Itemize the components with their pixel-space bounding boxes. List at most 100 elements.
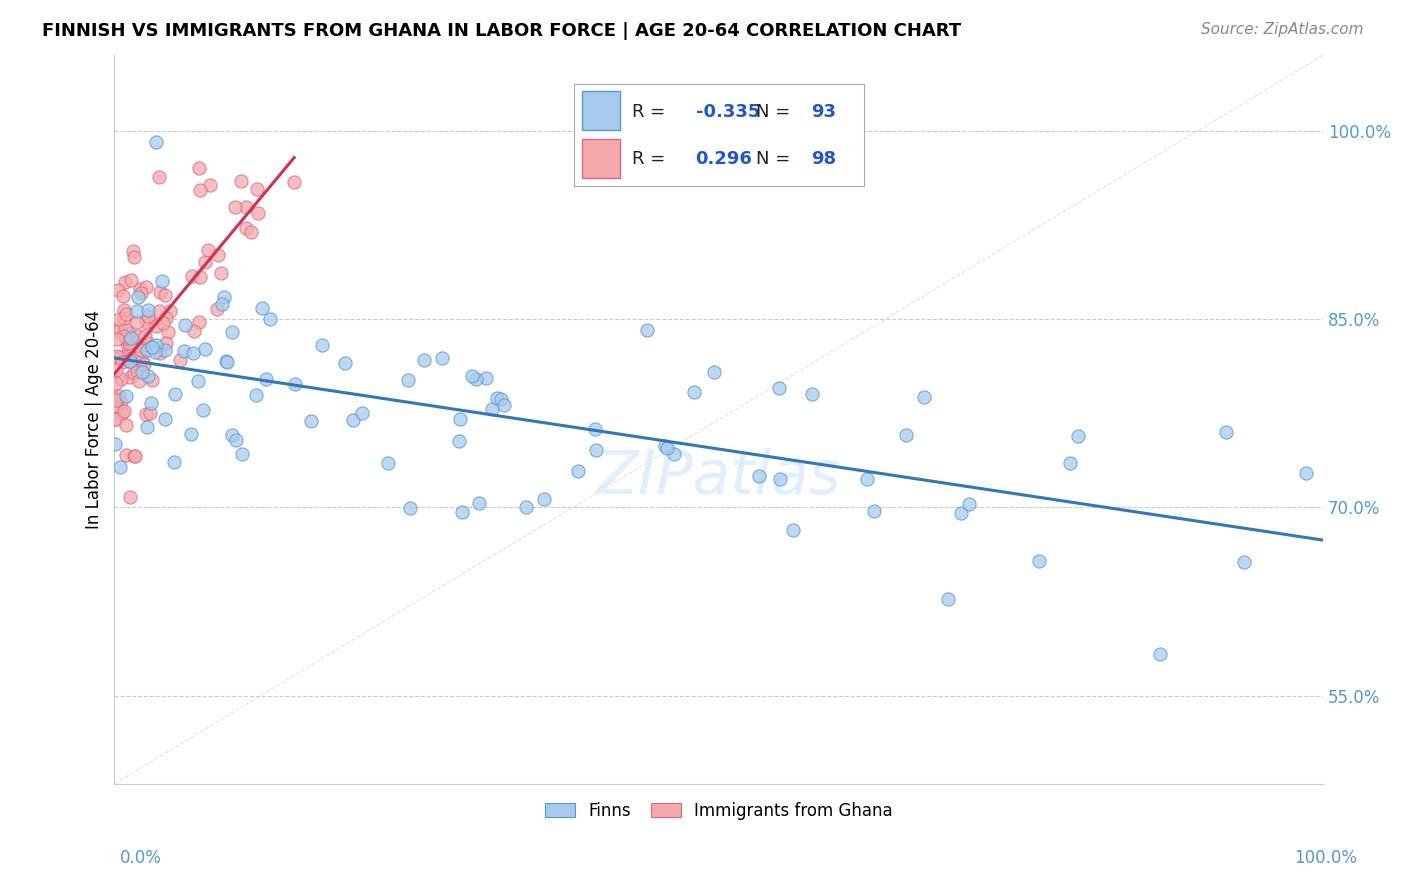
Point	[112, 404, 135, 418]
Point	[1028, 554, 1050, 568]
Point	[585, 442, 607, 457]
Point	[112, 303, 135, 318]
Point	[198, 178, 221, 192]
Point	[209, 266, 232, 280]
Text: ZIPatlas: ZIPatlas	[596, 448, 841, 508]
Point	[449, 412, 471, 426]
Point	[114, 449, 136, 463]
Point	[111, 406, 134, 420]
Point	[188, 315, 211, 329]
Text: 100.0%: 100.0%	[1294, 849, 1357, 867]
Point	[1066, 429, 1088, 443]
Point	[149, 345, 172, 359]
Point	[105, 362, 128, 376]
Point	[129, 282, 152, 296]
Point	[467, 496, 489, 510]
Point	[396, 373, 419, 387]
Point	[108, 351, 131, 365]
Point	[191, 403, 214, 417]
Point	[212, 290, 235, 304]
Point	[188, 161, 211, 175]
Point	[683, 384, 706, 399]
Legend: Finns, Immigrants from Ghana: Finns, Immigrants from Ghana	[538, 795, 900, 826]
Point	[136, 303, 159, 318]
Point	[936, 592, 959, 607]
Point	[122, 341, 145, 355]
Point	[246, 206, 269, 220]
Point	[748, 469, 770, 483]
Point	[112, 311, 135, 326]
Point	[235, 220, 257, 235]
Point	[131, 362, 153, 376]
Point	[114, 389, 136, 403]
Point	[533, 491, 555, 506]
Point	[143, 345, 166, 359]
Point	[134, 357, 156, 371]
Point	[153, 343, 176, 357]
Point	[114, 276, 136, 290]
Point	[188, 270, 211, 285]
Point	[450, 505, 472, 519]
Point	[125, 315, 148, 329]
Point	[148, 303, 170, 318]
Point	[165, 387, 187, 401]
Point	[173, 344, 195, 359]
Point	[114, 321, 136, 335]
Point	[139, 396, 162, 410]
Point	[122, 449, 145, 463]
Point	[583, 422, 606, 436]
Point	[957, 497, 980, 511]
Point	[703, 365, 725, 379]
Point	[224, 200, 246, 214]
Point	[108, 312, 131, 326]
Point	[352, 406, 374, 420]
Point	[104, 324, 127, 338]
Text: Source: ZipAtlas.com: Source: ZipAtlas.com	[1201, 22, 1364, 37]
Text: 0.0%: 0.0%	[120, 849, 162, 867]
Point	[145, 338, 167, 352]
Point	[121, 351, 143, 365]
Point	[155, 311, 177, 326]
Point	[801, 387, 824, 401]
Point	[105, 332, 128, 346]
Point	[664, 447, 686, 461]
Point	[136, 368, 159, 383]
Point	[180, 426, 202, 441]
Point	[259, 312, 281, 326]
Point	[152, 316, 174, 330]
Point	[492, 398, 515, 412]
Point	[112, 328, 135, 343]
Point	[856, 472, 879, 486]
Point	[283, 175, 305, 189]
Point	[475, 370, 498, 384]
Point	[489, 392, 512, 406]
Point	[515, 500, 537, 515]
Point	[127, 328, 149, 343]
Point	[183, 324, 205, 338]
Point	[250, 301, 273, 315]
Point	[481, 402, 503, 417]
Point	[104, 392, 127, 406]
Point	[655, 441, 678, 455]
Point	[465, 372, 488, 386]
Point	[104, 411, 127, 425]
Point	[163, 455, 186, 469]
Point	[221, 428, 243, 442]
Point	[217, 355, 239, 369]
Point	[114, 418, 136, 433]
Point	[299, 414, 322, 428]
Point	[127, 290, 149, 304]
Point	[136, 335, 159, 350]
Point	[284, 376, 307, 391]
Point	[207, 301, 229, 316]
Point	[377, 456, 399, 470]
Point	[148, 169, 170, 184]
Point	[654, 439, 676, 453]
Point	[768, 380, 790, 394]
Point	[110, 395, 132, 409]
Point	[782, 523, 804, 537]
Point	[110, 372, 132, 386]
Point	[124, 366, 146, 380]
Point	[132, 337, 155, 351]
Point	[153, 412, 176, 426]
